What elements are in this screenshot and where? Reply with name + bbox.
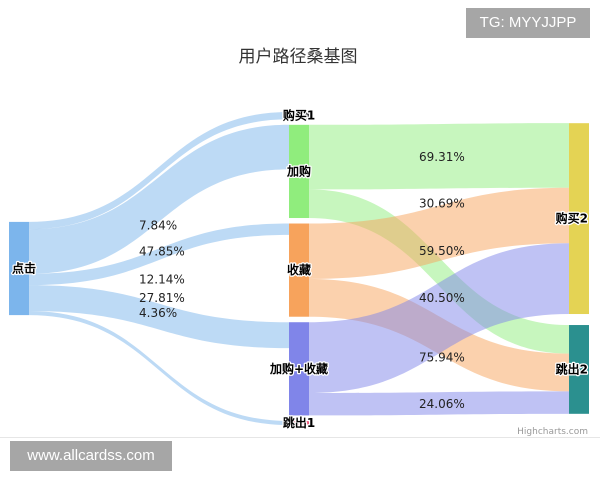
chart-credits[interactable]: Highcharts.com xyxy=(517,427,588,437)
link-fav-to-buy2[interactable] xyxy=(309,187,569,279)
sankey-nodes xyxy=(9,112,589,425)
node-cartfav[interactable] xyxy=(289,322,309,416)
link-label-fav-to-buy2: 59.50% xyxy=(419,244,465,258)
node-buy1[interactable] xyxy=(289,112,309,120)
node-fav[interactable] xyxy=(289,223,309,317)
link-label-cartfav-to-exit2: 24.06% xyxy=(419,397,465,411)
node-label-buy1: 购买1 xyxy=(283,108,315,123)
node-label-click: 点击 xyxy=(12,261,36,276)
watermark-tg: TG: MYYJJPP xyxy=(466,8,590,38)
link-label-click-to-cart: 47.85% xyxy=(139,245,185,259)
watermark-site: www.allcardss.com xyxy=(10,441,172,471)
link-label-cartfav-to-buy2: 75.94% xyxy=(419,351,465,365)
sankey-links xyxy=(29,112,569,425)
chart-title: 用户路径桑基图 xyxy=(239,47,358,67)
link-label-fav-to-exit2: 40.50% xyxy=(419,291,465,305)
link-click-to-exit1[interactable] xyxy=(29,311,289,425)
node-label-cart: 加购 xyxy=(286,163,311,178)
sankey-link-labels: 7.84% 47.85% 12.14% 27.81%4.36% 69.31% 30.69%… xyxy=(139,150,465,411)
node-exit2[interactable] xyxy=(569,325,589,414)
node-label-buy2: 购买2 xyxy=(556,211,588,226)
link-label-click-to-cartfav: 27.81% xyxy=(139,291,185,305)
node-label-fav: 收藏 xyxy=(287,262,311,277)
link-cartfav-to-exit2[interactable] xyxy=(309,391,569,416)
link-label-click-to-buy1: 7.84% xyxy=(139,219,177,233)
link-cartfav-to-buy2[interactable] xyxy=(309,243,569,394)
link-cart-to-buy2[interactable] xyxy=(309,123,569,190)
link-click-to-cartfav[interactable] xyxy=(29,285,289,349)
link-label-click-to-exit1: 4.36% xyxy=(139,306,177,320)
chart-bottom-border xyxy=(0,437,600,438)
node-cart[interactable] xyxy=(289,124,309,219)
link-click-to-fav[interactable] xyxy=(29,223,289,286)
link-label-click-to-fav: 12.14% xyxy=(139,272,185,286)
link-label-cart-to-buy2: 69.31% xyxy=(419,150,465,164)
node-buy2[interactable] xyxy=(569,123,589,315)
node-label-cartfav: 加购+收藏 xyxy=(269,361,328,376)
link-click-to-buy1[interactable] xyxy=(29,112,289,230)
link-label-cart-to-exit2: 30.69% xyxy=(419,197,465,211)
node-exit1[interactable] xyxy=(289,420,309,425)
link-click-to-cart[interactable] xyxy=(29,124,289,274)
node-label-exit2: 跳出2 xyxy=(556,361,588,376)
node-label-exit1: 跳出1 xyxy=(283,415,315,430)
node-click[interactable] xyxy=(9,221,29,316)
